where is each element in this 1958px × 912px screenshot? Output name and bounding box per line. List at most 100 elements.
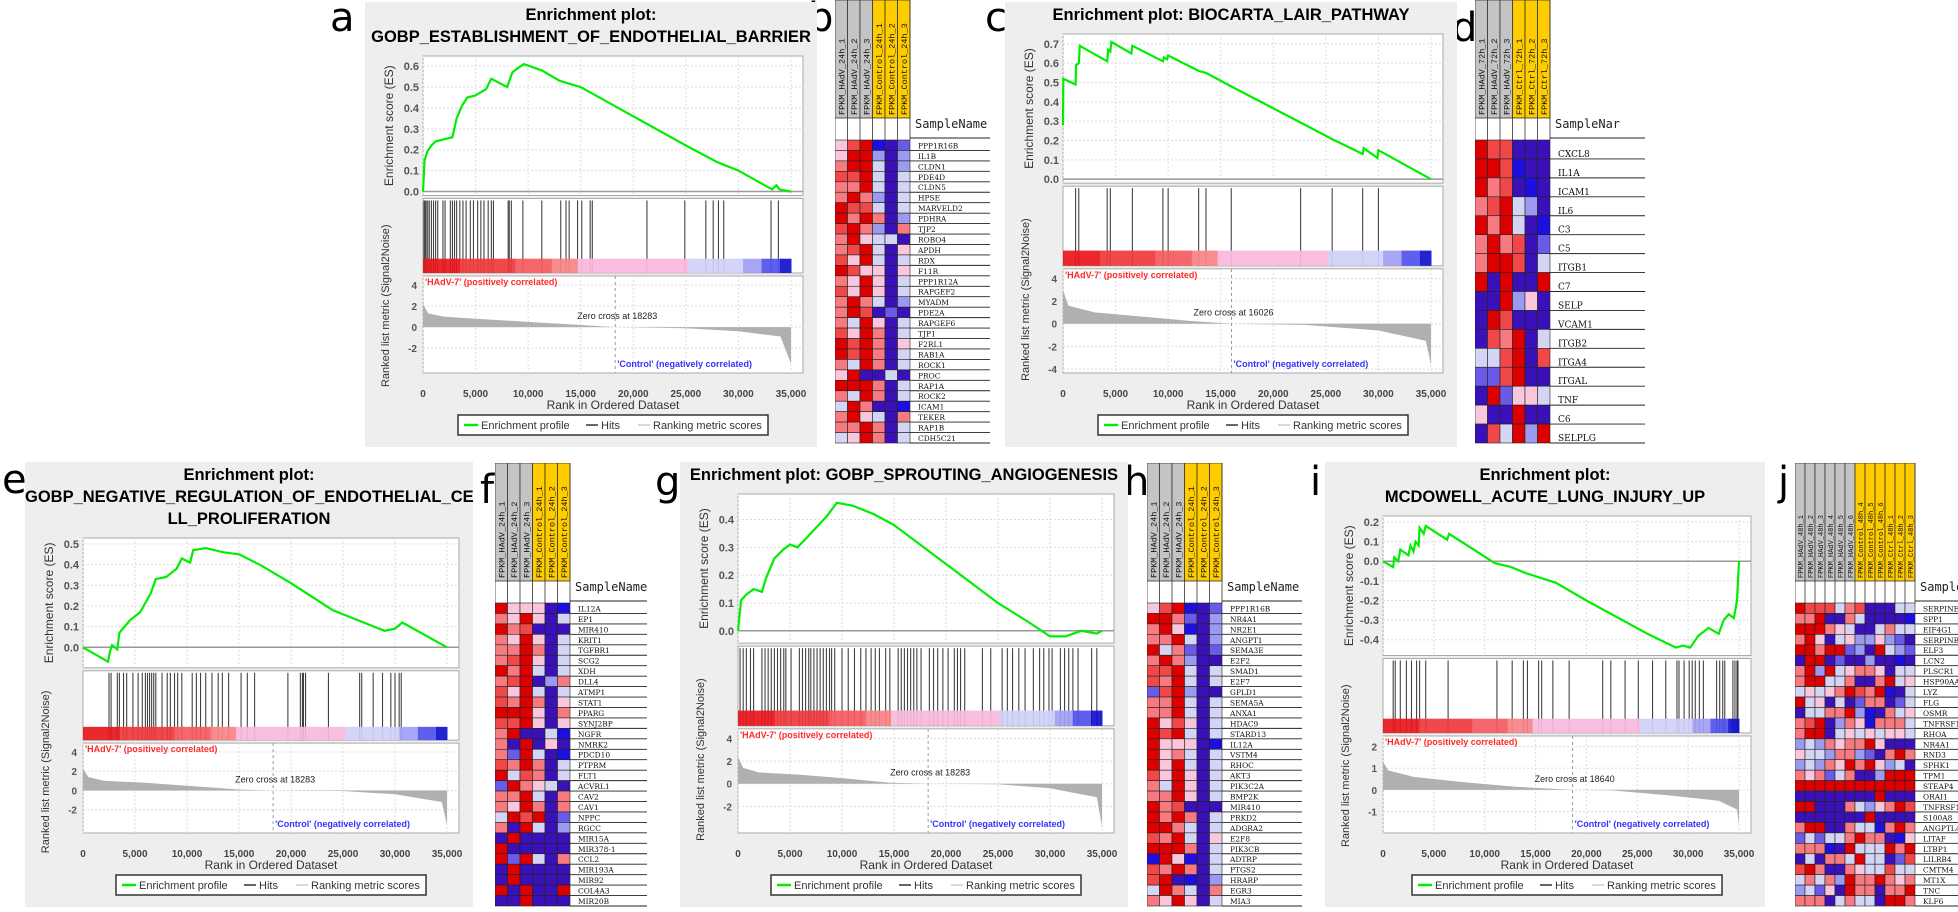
- heatmap-cell: [557, 623, 571, 635]
- gene-label: ITGA4: [1558, 358, 1587, 368]
- heatmap-cell: [557, 832, 571, 844]
- sample-name-header: SampleName: [915, 117, 987, 131]
- gene-label: AKT3: [1229, 772, 1251, 781]
- negative-correlation-label: 'Control' (negatively correlated): [1234, 359, 1369, 369]
- heatmap-cell: [1814, 895, 1826, 907]
- heatmap-cell: [1804, 811, 1816, 823]
- gene-label: IL12A: [578, 604, 601, 613]
- heatmap-cell: [859, 327, 873, 339]
- heatmap-cell: [1209, 801, 1223, 813]
- heatmap-cell: [1171, 853, 1185, 865]
- heatmap-cell: [872, 202, 886, 214]
- heatmap-cell: [1804, 634, 1816, 646]
- heatmap-cell: [1537, 196, 1551, 217]
- column-header-label: FPKM_HAdV_48h_3: [1818, 515, 1826, 578]
- heatmap-cell: [872, 285, 886, 298]
- heatmap-cell: [1795, 654, 1806, 666]
- heatmap-cell: [1804, 780, 1816, 792]
- heatmap-cell: [1499, 310, 1513, 330]
- es-panel: [1062, 33, 1444, 184]
- heatmap-cell: [1795, 769, 1806, 781]
- legend-box: [115, 874, 427, 896]
- y-tick-label: 0.3: [64, 580, 79, 592]
- heatmap-cell: [1824, 602, 1836, 614]
- gene-label: SERPINB1: [1923, 636, 1958, 645]
- heatmap-cell: [1874, 780, 1886, 792]
- heatmap-cell: [1159, 707, 1173, 719]
- heatmap-cell: [1874, 832, 1886, 844]
- heatmap-cell: [557, 696, 571, 708]
- heatmap-cell: [544, 822, 558, 834]
- heatmap-cell: [1499, 215, 1513, 235]
- heatmap-cell: [897, 380, 911, 392]
- heatmap-cell: [897, 369, 911, 381]
- heatmap-cell: [897, 181, 911, 193]
- heatmap-cell: [1475, 272, 1488, 292]
- heatmap-d: FPKM_HAdV_72h_1 FPKM_HAdV_72h_2 FPKM_HAdV_…: [1475, 0, 1645, 447]
- heatmap-cell: [1147, 602, 1160, 614]
- heatmap-cell: [1904, 707, 1916, 719]
- gene-label: SEMA3E: [1230, 646, 1264, 655]
- heatmap-cell: [532, 884, 546, 896]
- heatmap-cell: [884, 139, 898, 151]
- heatmap-cell: [544, 769, 558, 781]
- heatmap-cell: [1874, 696, 1886, 708]
- heatmap-cell: [872, 233, 886, 245]
- panel-label-f: f: [480, 467, 495, 513]
- heatmap-cell: [1159, 738, 1173, 750]
- heatmap-cell: [1795, 832, 1806, 844]
- heatmap-cell: [1844, 801, 1856, 813]
- x-tick-label: 15,000: [879, 849, 910, 860]
- heatmap-cell: [884, 359, 898, 371]
- heatmap-cell: [1864, 822, 1876, 834]
- heatmap-cell: [544, 832, 558, 844]
- heatmap-cell: [1795, 675, 1806, 687]
- heatmap-cell: [1512, 291, 1526, 311]
- heatmap-cell: [1824, 654, 1836, 666]
- gene-label: EGR3: [1230, 887, 1252, 896]
- zero-cross-label: Zero cross at 18640: [1535, 774, 1615, 784]
- gene-label: EP1: [578, 615, 593, 624]
- heatmap-cell: [847, 202, 861, 214]
- heatmap-cell: [1184, 707, 1198, 719]
- heatmap-cell: [835, 202, 848, 214]
- x-tick-label: 30,000: [380, 849, 411, 860]
- heatmap-cell: [1196, 811, 1210, 823]
- heatmap-cell: [1512, 196, 1526, 217]
- heatmap-cell: [1844, 696, 1856, 708]
- heatmap-cell: [1904, 696, 1916, 708]
- heatmap-cell: [557, 853, 571, 865]
- heatmap-cell: [1524, 348, 1538, 368]
- heatmap-cell: [1209, 717, 1223, 729]
- heatmap-cell: [835, 223, 848, 235]
- heatmap-cell: [1844, 644, 1856, 656]
- column-header-label: FPKM_Ctrl_72h_3: [1540, 38, 1550, 115]
- legend-metric-label: Ranking metric scores: [966, 880, 1075, 892]
- heatmap-cell: [1537, 234, 1551, 254]
- heatmap-cell: [507, 780, 521, 792]
- heatmap-cell: [1884, 780, 1896, 792]
- heatmap-cell: [1864, 634, 1876, 646]
- y-tick-label: 0.1: [1044, 155, 1059, 167]
- heatmap-cell: [1834, 613, 1846, 625]
- heatmap-cell: [859, 296, 873, 308]
- heatmap-cell: [1894, 895, 1906, 907]
- heatmap-cell: [1804, 644, 1816, 656]
- heatmap-cell: [897, 338, 911, 350]
- heatmap-cell: [1894, 884, 1906, 896]
- heatmap-cell: [1171, 613, 1185, 625]
- heatmap-cell: [1171, 863, 1185, 875]
- correlation-bar-segment: [235, 726, 346, 741]
- correlation-bar-segment: [119, 726, 175, 741]
- column-header-label: FPKM_HAdV_24h_2: [1162, 501, 1172, 578]
- gene-label: PDE2A: [918, 309, 945, 318]
- heatmap-cell: [1171, 675, 1185, 687]
- heatmap-cell: [1184, 717, 1198, 729]
- gene-label: ATMP1: [577, 688, 605, 697]
- x-tick-label: 25,000: [328, 849, 359, 860]
- heatmap-cell: [1196, 843, 1210, 855]
- heatmap-cell: [897, 212, 911, 224]
- heatmap-cell: [557, 613, 571, 625]
- heatmap-cell: [1814, 675, 1826, 687]
- gene-label: HPSE: [918, 194, 940, 203]
